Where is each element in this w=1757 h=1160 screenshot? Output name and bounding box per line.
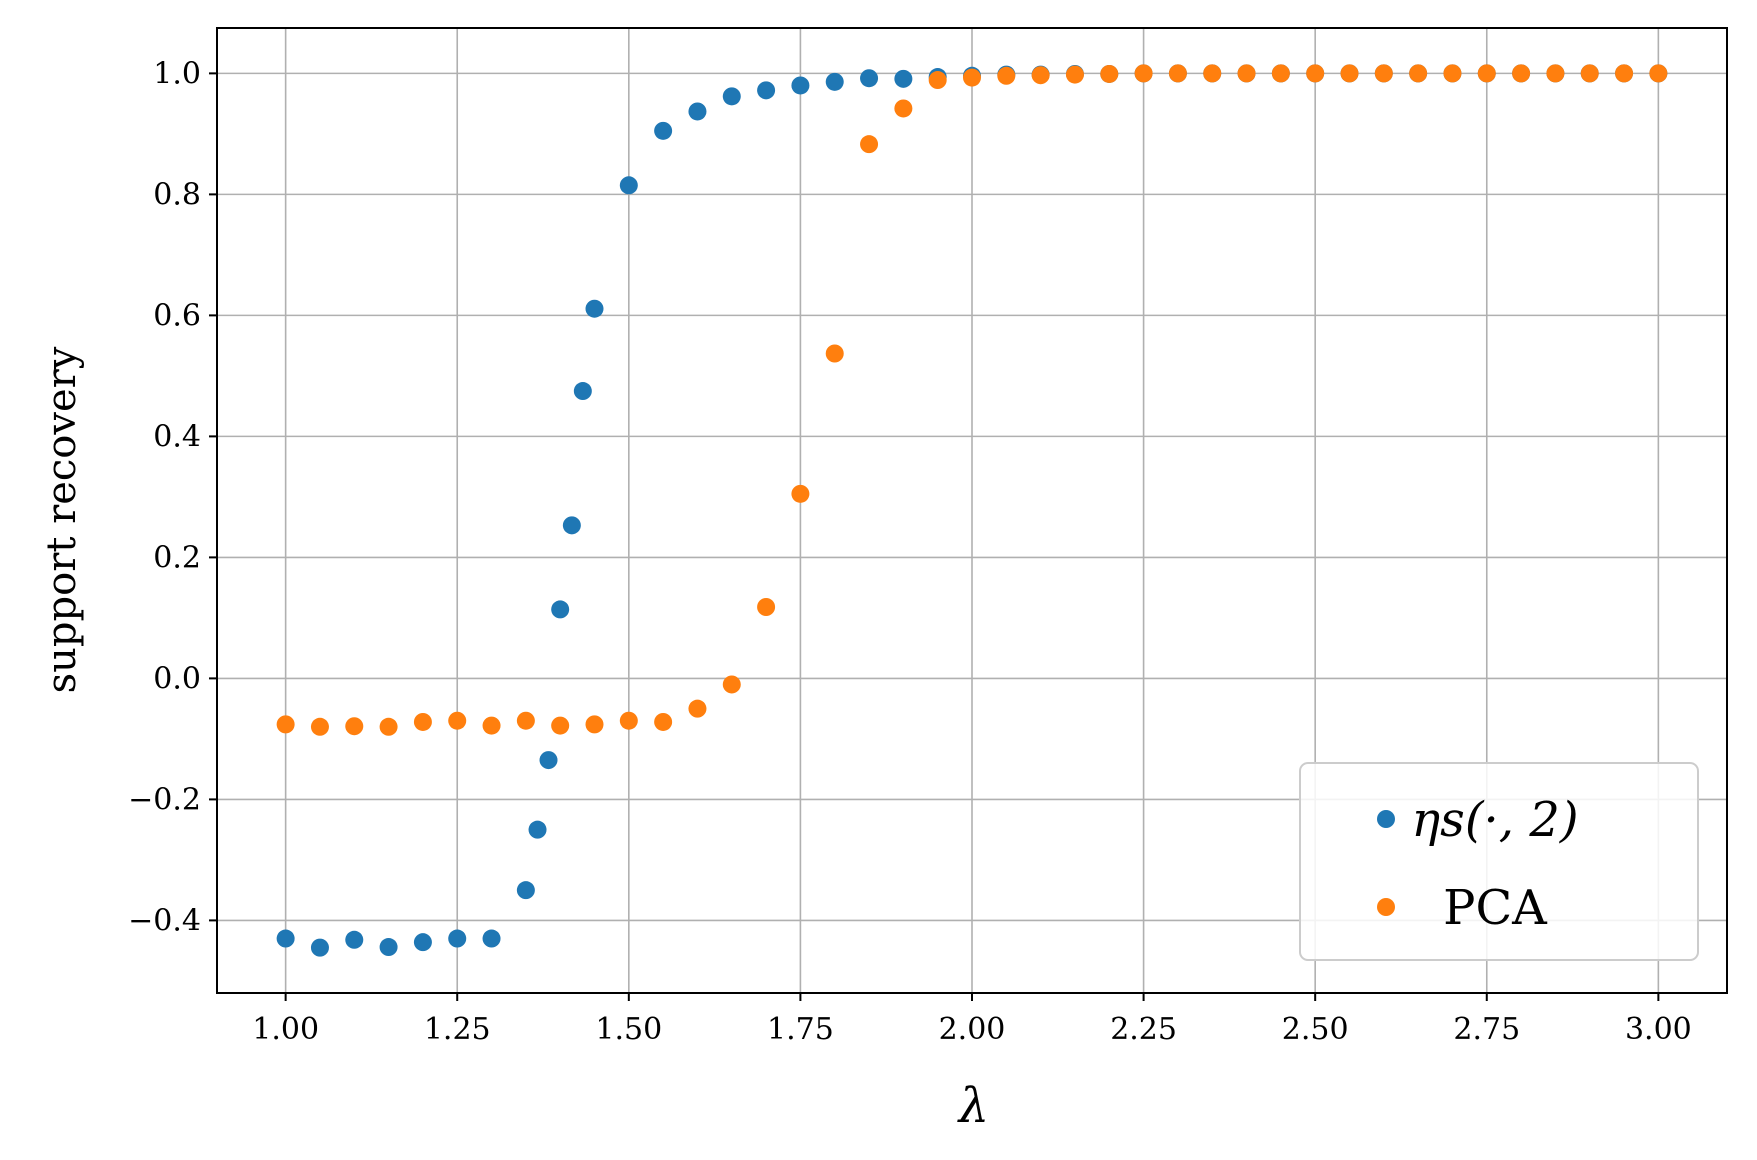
data-point [1237,64,1256,83]
data-point [1031,66,1050,85]
data-point [1065,65,1084,84]
data-point [757,598,776,616]
legend-marker-series-2 [1377,898,1395,916]
data-point [619,711,638,730]
data-point [1100,64,1119,83]
data-point [654,712,673,731]
data-point [791,76,810,95]
legend: ηs(·, 2) PCA [1299,762,1699,961]
legend-marker-series-1 [1377,810,1395,828]
data-point [1340,64,1359,83]
data-point [539,751,558,770]
data-point [1580,64,1599,83]
y-tick-label: −0.2 [128,782,201,817]
data-point [1512,64,1531,83]
y-tick-label: 0.2 [153,540,201,575]
data-point [1649,64,1668,83]
y-tick-label: −0.4 [128,903,201,938]
data-point [413,933,432,952]
data-point [310,938,329,957]
y-tick-label: 0.0 [153,661,201,696]
data-point [1134,64,1153,83]
data-point [345,717,364,736]
y-axis-label: support recovery [39,346,85,693]
x-tick-label: 1.25 [424,1012,491,1047]
y-tick-label: 0.4 [153,419,201,454]
x-tick-label: 2.75 [1453,1012,1520,1047]
data-point [1443,64,1462,83]
data-point [276,929,295,948]
data-point [551,600,570,619]
legend-label-series-2: PCA [1443,880,1548,936]
x-tick-label: 2.50 [1282,1012,1349,1047]
data-point [573,382,592,401]
y-tick-label: 0.6 [153,298,201,333]
data-point [894,99,913,118]
data-point [1546,64,1565,83]
data-point [688,699,707,718]
data-point [1409,64,1428,83]
data-point [1168,64,1187,83]
y-axis: −0.4 −0.2 0.0 0.2 0.4 0.6 0.8 1.0 [128,56,217,938]
x-axis-label: λ [957,1078,989,1134]
data-point [1306,64,1325,83]
data-point [860,135,879,154]
data-point [894,69,913,88]
data-point [722,87,741,106]
data-point [516,881,535,900]
x-axis: 1.00 1.25 1.50 1.75 2.00 2.25 2.50 2.75 3.00 [252,993,1692,1047]
data-point [585,715,604,734]
data-point [310,717,329,736]
data-point [1477,64,1496,83]
data-point [860,69,879,88]
data-point [825,344,844,363]
data-point [791,484,810,503]
data-point [585,299,604,318]
data-point [619,176,638,195]
x-tick-label: 1.75 [767,1012,834,1047]
data-point [1271,64,1290,83]
data-point [825,72,844,91]
legend-label-series-1: ηs(·, 2) [1411,792,1578,848]
y-tick-label: 0.8 [153,177,201,212]
data-point [551,716,570,735]
legend-box [1299,762,1699,961]
x-tick-label: 1.50 [595,1012,662,1047]
data-point [413,712,432,731]
data-point [1615,64,1634,83]
data-point [722,675,741,694]
data-point [997,66,1016,85]
data-point [1203,64,1222,83]
data-point [562,516,581,535]
x-tick-label: 2.00 [939,1012,1006,1047]
data-points [276,64,1668,957]
x-tick-label: 1.00 [252,1012,319,1047]
data-point [482,716,501,735]
data-point [379,717,398,736]
data-point [654,121,673,140]
data-point [928,71,947,90]
data-point [345,930,364,949]
x-tick-label: 3.00 [1625,1012,1692,1047]
series-2 [276,64,1668,736]
data-point [757,81,776,100]
y-tick-label: 1.0 [153,56,201,91]
data-point [379,938,398,957]
data-point [516,711,535,730]
data-point [276,715,295,734]
data-point [963,68,981,87]
data-point [482,929,501,948]
data-point [688,102,707,121]
x-tick-label: 2.25 [1110,1012,1177,1047]
data-point [1374,64,1393,83]
data-point [528,820,547,839]
data-point [448,929,467,948]
data-point [448,711,467,730]
